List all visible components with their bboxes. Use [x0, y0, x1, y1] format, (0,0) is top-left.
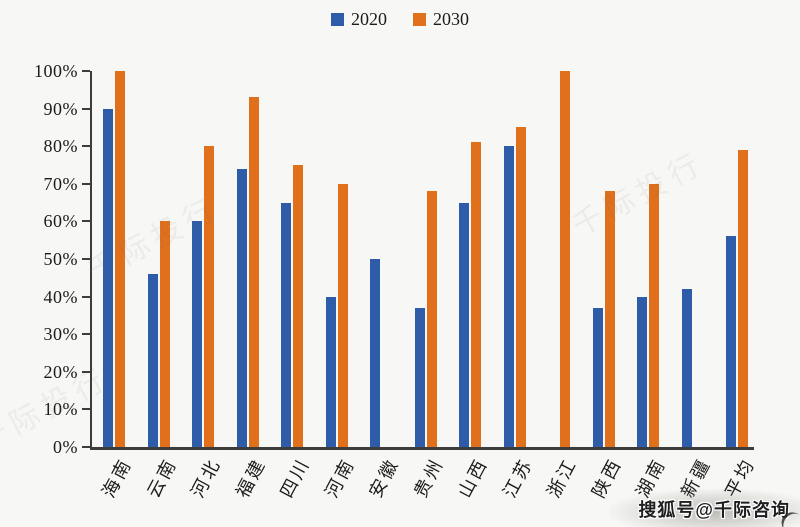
y-axis-tick-mark	[82, 145, 90, 148]
bar-group-福建	[236, 71, 259, 447]
bar-2020	[503, 146, 514, 447]
bar-2020	[637, 296, 647, 447]
bar-2030	[293, 165, 303, 447]
bar-2020	[726, 236, 736, 447]
bar-group-浙江	[548, 71, 570, 447]
y-axis-tick-label: 40%	[43, 286, 78, 307]
x-axis-label-山西: 山西	[454, 454, 492, 502]
bar-2020	[147, 274, 158, 447]
bar-group-贵州	[414, 71, 437, 447]
bar-group-河南	[325, 71, 348, 447]
x-axis-label-云南: 云南	[142, 454, 181, 502]
bar-group-海南	[103, 71, 125, 447]
bar-2020	[281, 202, 291, 447]
bar-2030	[560, 71, 570, 447]
bar-2020	[592, 307, 603, 447]
bar-2030	[738, 149, 748, 447]
bar-2030	[471, 142, 481, 447]
plot-area	[90, 71, 754, 450]
bar-group-云南	[147, 71, 170, 447]
bar-2020	[414, 307, 425, 447]
bar-2030	[515, 127, 526, 447]
bar-group-新疆	[681, 71, 704, 447]
bar-2020	[103, 108, 113, 447]
x-axis-label-安徽: 安徽	[365, 454, 403, 502]
bar-group-平均	[726, 71, 748, 447]
bar-group-湖南	[637, 71, 659, 447]
y-axis-tick-label: 10%	[43, 399, 78, 420]
bar-2030	[248, 97, 259, 447]
y-axis-tick-mark	[82, 182, 90, 185]
x-axis-label-海南: 海南	[98, 454, 136, 502]
y-axis-tick-mark	[82, 258, 90, 260]
x-axis-label-浙江: 浙江	[543, 454, 581, 502]
bar-group-陕西	[592, 71, 615, 447]
x-axis-label-贵州: 贵州	[409, 454, 448, 502]
y-axis-tick-mark	[82, 107, 90, 110]
y-axis-tick-mark	[82, 370, 90, 373]
bar-group-安徽	[370, 71, 392, 447]
legend-item-2030: 2030	[413, 10, 469, 28]
bar-2030	[204, 146, 214, 447]
legend-swatch-2020	[331, 12, 344, 26]
x-axis-label-福建: 福建	[231, 454, 270, 502]
x-axis-label-江苏: 江苏	[498, 454, 537, 502]
y-axis-tick-mark	[82, 220, 90, 223]
bar-2020	[325, 296, 336, 447]
legend-item-2020: 2020	[331, 10, 387, 28]
y-axis-tick-label: 90%	[43, 98, 78, 119]
y-axis-tick-mark	[82, 408, 90, 411]
y-axis-tick-label: 100%	[34, 61, 78, 81]
y-axis-tick-label: 20%	[43, 361, 78, 382]
bar-group-河北	[192, 71, 214, 447]
y-axis-tick-mark	[82, 295, 90, 298]
bars-row	[92, 71, 754, 447]
bar-2020	[192, 221, 202, 447]
bar-2030	[649, 183, 659, 447]
legend-swatch-2030	[413, 12, 426, 26]
bar-group-四川	[281, 71, 303, 447]
y-axis-tick-label: 30%	[43, 324, 78, 345]
y-axis-tick-label: 70%	[43, 173, 78, 194]
bar-2030	[159, 221, 170, 447]
y-axis-tick-label: 50%	[43, 249, 78, 269]
x-axis-label-河南: 河南	[320, 454, 359, 502]
bar-2020	[681, 289, 692, 447]
bar-2020	[236, 168, 247, 447]
y-axis-tick-label: 0%	[53, 437, 78, 457]
chart-legend: 2020 2030	[331, 10, 469, 28]
bar-2030	[115, 71, 125, 447]
y-axis-tick-label: 80%	[43, 136, 78, 157]
legend-label: 2030	[433, 9, 469, 29]
y-axis-tick-mark	[82, 70, 90, 72]
y-axis-tick-label: 60%	[43, 211, 78, 232]
x-axis-label-河北: 河北	[187, 454, 225, 502]
sohu-watermark: 搜狐号@千际咨询	[638, 500, 790, 520]
watermark-background	[610, 489, 800, 527]
x-axis-label-四川: 四川	[276, 454, 314, 502]
legend-label: 2020	[351, 9, 387, 29]
bar-2020	[459, 202, 469, 447]
bar-2030	[337, 183, 348, 447]
bar-group-山西	[459, 71, 481, 447]
bar-2020	[370, 259, 380, 447]
bar-2030	[426, 191, 437, 447]
bar-group-江苏	[503, 71, 526, 447]
y-axis-tick-mark	[82, 333, 90, 336]
bar-2030	[604, 191, 615, 447]
y-axis-tick-mark	[82, 446, 90, 448]
